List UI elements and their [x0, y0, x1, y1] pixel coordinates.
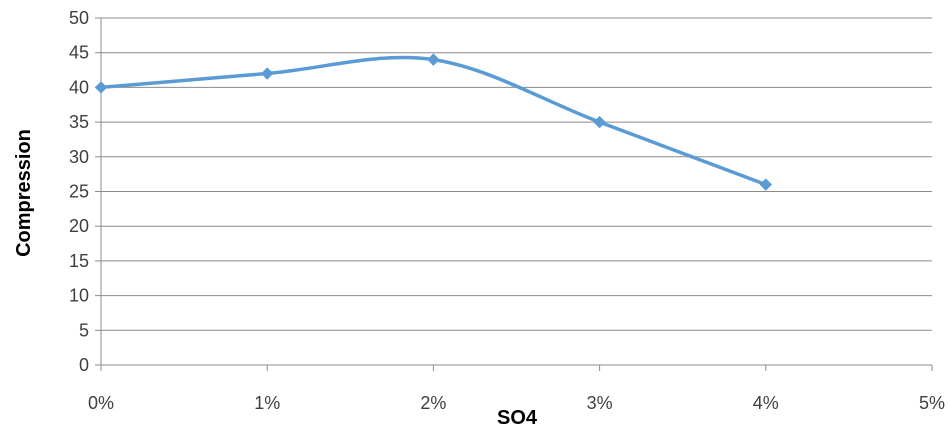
- data-point-marker: [260, 67, 274, 80]
- y-tick-label: 40: [69, 77, 89, 97]
- x-tick-label: 5%: [919, 393, 945, 413]
- x-axis-ticks: 0% 1% 2% 3% 4% 5%: [88, 365, 945, 413]
- x-tick-label: 1%: [254, 393, 280, 413]
- x-tick-label: 4%: [753, 393, 779, 413]
- y-tick-label: 15: [69, 251, 89, 271]
- y-tick-label: 30: [69, 147, 89, 167]
- x-axis-title: SO4: [497, 407, 538, 429]
- x-tick-label: 3%: [587, 393, 613, 413]
- y-tick-label: 10: [69, 286, 89, 306]
- series-line: [99, 55, 768, 187]
- data-point-marker: [94, 81, 108, 94]
- y-axis-ticks: 0 5 10 15 20 25 30 35 40 45 50: [69, 8, 101, 375]
- data-point-marker: [759, 178, 773, 191]
- y-tick-label: 45: [69, 43, 89, 63]
- y-axis-title: Compression: [13, 129, 35, 257]
- data-point-marker: [427, 53, 440, 66]
- y-tick-label: 20: [69, 216, 89, 236]
- y-tick-label: 35: [69, 112, 89, 132]
- y-tick-label: 50: [69, 8, 89, 28]
- series-layer: [94, 53, 773, 191]
- y-tick-label: 5: [79, 320, 89, 340]
- data-point-marker: [593, 115, 606, 129]
- x-tick-label: 2%: [420, 393, 446, 413]
- y-tick-label: 25: [69, 182, 89, 202]
- y-tick-label: 0: [79, 355, 89, 375]
- x-tick-label: 0%: [88, 393, 114, 413]
- gridlines: [101, 17, 932, 331]
